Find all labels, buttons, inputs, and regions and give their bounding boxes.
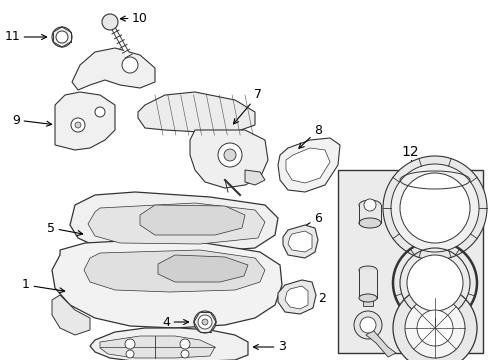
Circle shape: [404, 298, 464, 358]
Ellipse shape: [358, 218, 380, 228]
Text: 5: 5: [47, 221, 82, 235]
Polygon shape: [90, 328, 247, 360]
Polygon shape: [88, 203, 264, 244]
Bar: [358, 270, 376, 298]
Circle shape: [382, 156, 486, 260]
Circle shape: [390, 164, 478, 252]
Circle shape: [363, 199, 375, 211]
Circle shape: [194, 311, 216, 333]
Polygon shape: [283, 225, 317, 258]
Text: 2: 2: [285, 292, 325, 305]
Circle shape: [359, 317, 375, 333]
Circle shape: [218, 143, 242, 167]
Circle shape: [102, 14, 118, 30]
Circle shape: [122, 57, 138, 73]
Text: 9: 9: [12, 113, 52, 126]
Circle shape: [180, 339, 190, 349]
Circle shape: [399, 173, 469, 243]
Circle shape: [392, 286, 476, 360]
Circle shape: [353, 311, 381, 339]
Polygon shape: [244, 170, 264, 185]
Polygon shape: [52, 240, 282, 328]
Polygon shape: [100, 336, 215, 358]
Polygon shape: [278, 138, 339, 192]
Polygon shape: [140, 205, 244, 235]
Polygon shape: [287, 231, 311, 252]
Circle shape: [71, 118, 85, 132]
Bar: [337, 170, 482, 353]
Text: 10: 10: [120, 12, 148, 24]
Circle shape: [202, 319, 207, 325]
Circle shape: [198, 315, 212, 329]
Text: 11: 11: [4, 31, 46, 44]
Circle shape: [224, 149, 236, 161]
Text: 4: 4: [162, 315, 188, 328]
Ellipse shape: [358, 200, 380, 210]
Circle shape: [56, 31, 68, 43]
Text: 3: 3: [253, 341, 285, 354]
Bar: [362, 298, 372, 306]
Polygon shape: [52, 295, 90, 335]
Polygon shape: [285, 148, 329, 183]
Circle shape: [126, 350, 134, 358]
Polygon shape: [70, 192, 278, 252]
Polygon shape: [365, 330, 395, 357]
Bar: [358, 205, 380, 223]
Circle shape: [52, 27, 72, 47]
Ellipse shape: [358, 266, 376, 274]
Polygon shape: [158, 255, 247, 282]
Polygon shape: [138, 92, 254, 132]
Polygon shape: [55, 92, 115, 150]
Circle shape: [75, 122, 81, 128]
Polygon shape: [84, 250, 264, 292]
Text: 6: 6: [294, 211, 321, 232]
Circle shape: [406, 255, 462, 311]
Polygon shape: [285, 286, 307, 309]
Polygon shape: [278, 280, 315, 314]
Polygon shape: [72, 48, 155, 90]
Text: 1: 1: [22, 279, 64, 293]
Text: 7: 7: [233, 89, 262, 124]
Circle shape: [125, 339, 135, 349]
Circle shape: [416, 310, 452, 346]
Circle shape: [181, 350, 189, 358]
Polygon shape: [190, 130, 267, 188]
Text: 12: 12: [401, 145, 418, 159]
Ellipse shape: [358, 294, 376, 302]
Text: 8: 8: [298, 123, 321, 148]
Circle shape: [95, 107, 105, 117]
